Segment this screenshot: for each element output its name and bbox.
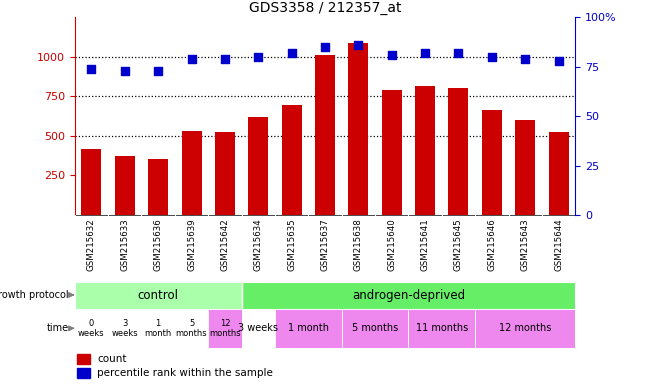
Bar: [549, 132, 569, 215]
Text: GSM215645: GSM215645: [454, 218, 463, 271]
Bar: [115, 156, 135, 215]
Point: [520, 56, 530, 62]
Text: androgen-deprived: androgen-deprived: [352, 289, 465, 302]
Bar: [475, 309, 575, 348]
Text: 1 month: 1 month: [288, 323, 329, 333]
Text: GSM215637: GSM215637: [320, 218, 330, 271]
Point: [420, 50, 430, 56]
Point: [86, 66, 97, 72]
Text: 3 weeks: 3 weeks: [239, 323, 278, 333]
Bar: [275, 309, 342, 348]
Text: GSM215633: GSM215633: [120, 218, 129, 271]
Bar: [175, 309, 208, 348]
Text: GSM215640: GSM215640: [387, 218, 396, 271]
Text: GSM215636: GSM215636: [153, 218, 162, 271]
Bar: [248, 117, 268, 215]
Text: 5
months: 5 months: [176, 319, 207, 338]
Bar: [81, 149, 101, 215]
Bar: [148, 159, 168, 215]
Point: [553, 58, 564, 64]
Text: GSM215646: GSM215646: [488, 218, 497, 271]
Point: [120, 68, 130, 74]
Text: count: count: [98, 354, 127, 364]
Text: GSM215644: GSM215644: [554, 218, 563, 271]
Bar: [342, 309, 408, 348]
Text: 12 months: 12 months: [499, 323, 551, 333]
Point: [253, 54, 263, 60]
Text: GSM215638: GSM215638: [354, 218, 363, 271]
Bar: [382, 90, 402, 215]
Text: time: time: [47, 323, 69, 333]
Bar: [77, 367, 90, 377]
Bar: [75, 309, 108, 348]
Text: GSM215632: GSM215632: [87, 218, 96, 271]
Text: GSM215635: GSM215635: [287, 218, 296, 271]
Bar: [415, 86, 435, 215]
Text: 5 months: 5 months: [352, 323, 398, 333]
Text: GSM215643: GSM215643: [521, 218, 530, 271]
Text: 11 months: 11 months: [415, 323, 468, 333]
Point: [453, 50, 463, 56]
Text: 3
weeks: 3 weeks: [112, 319, 138, 338]
Text: 12
months: 12 months: [209, 319, 240, 338]
Point: [153, 68, 163, 74]
Title: GDS3358 / 212357_at: GDS3358 / 212357_at: [249, 1, 401, 15]
Text: percentile rank within the sample: percentile rank within the sample: [98, 368, 273, 378]
Text: GSM215641: GSM215641: [421, 218, 430, 271]
Text: 1
month: 1 month: [144, 319, 172, 338]
Bar: [281, 105, 302, 215]
Point: [287, 50, 297, 56]
Point: [387, 52, 397, 58]
Bar: [448, 88, 469, 215]
Text: growth protocol: growth protocol: [0, 290, 69, 300]
Text: control: control: [138, 289, 179, 302]
Bar: [408, 309, 475, 348]
Text: GSM215639: GSM215639: [187, 218, 196, 271]
Point: [487, 54, 497, 60]
Text: 0
weeks: 0 weeks: [78, 319, 105, 338]
Bar: [142, 309, 175, 348]
Bar: [348, 43, 369, 215]
Bar: [482, 110, 502, 215]
Bar: [75, 282, 242, 309]
Bar: [515, 120, 535, 215]
Point: [220, 56, 230, 62]
Bar: [108, 309, 142, 348]
Point: [353, 42, 363, 48]
Text: GSM215642: GSM215642: [220, 218, 229, 271]
Bar: [208, 309, 242, 348]
Bar: [242, 309, 275, 348]
Bar: [77, 354, 90, 364]
Bar: [181, 131, 202, 215]
Point: [187, 56, 197, 62]
Bar: [315, 55, 335, 215]
Bar: [242, 282, 575, 309]
Point: [320, 44, 330, 50]
Text: GSM215634: GSM215634: [254, 218, 263, 271]
Bar: [215, 132, 235, 215]
